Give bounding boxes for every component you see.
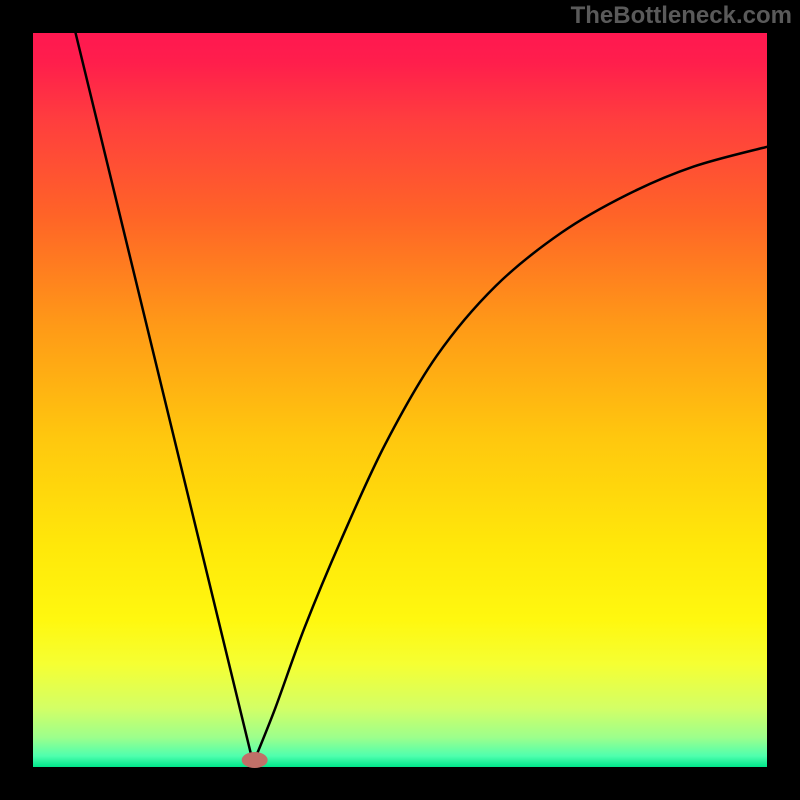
watermark-text: TheBottleneck.com xyxy=(571,2,792,29)
watermark: TheBottleneck.com xyxy=(571,2,792,30)
optimal-point-marker xyxy=(242,752,268,768)
plot-background xyxy=(33,33,767,767)
chart-container: TheBottleneck.com xyxy=(0,0,800,800)
chart-svg xyxy=(0,0,800,800)
